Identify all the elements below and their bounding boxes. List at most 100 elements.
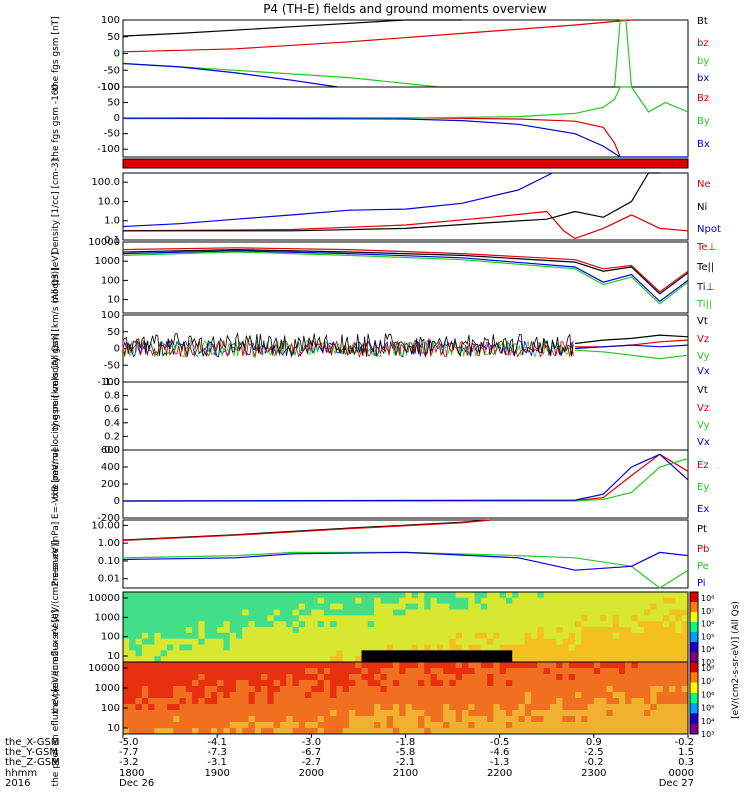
heatmap-cell	[386, 621, 394, 628]
heatmap-cell	[656, 716, 664, 723]
heatmap-cell	[493, 615, 501, 622]
heatmap-cell	[644, 722, 651, 729]
heatmap-cell	[361, 632, 369, 640]
heatmap-cell	[173, 722, 180, 729]
heatmap-cell	[587, 674, 595, 681]
heatmap-cell	[242, 597, 249, 605]
heatmap-cell	[631, 668, 639, 675]
heatmap-cell	[480, 674, 488, 681]
heatmap-cell	[575, 627, 582, 634]
heatmap-cell	[392, 686, 400, 693]
heatmap-cell	[656, 597, 664, 605]
heatmap-cell	[367, 627, 375, 634]
heatmap-cell	[669, 609, 676, 616]
heatmap-cell	[367, 722, 375, 729]
heatmap-cell	[273, 621, 281, 628]
heatmap-cell	[374, 692, 381, 699]
heatmap-cell	[505, 662, 513, 669]
x-tick-label: -5.0	[119, 737, 139, 748]
heatmap-cell	[298, 656, 306, 663]
heatmap-cell	[217, 621, 224, 628]
heatmap-cell	[342, 609, 350, 616]
heatmap-cell	[386, 704, 394, 711]
heatmap-cell	[123, 674, 130, 681]
heatmap-cell	[173, 686, 180, 693]
legend-label: Vx	[697, 437, 710, 448]
heatmap-cell	[242, 692, 249, 699]
heatmap-cell	[443, 627, 450, 634]
heatmap-cell	[518, 728, 526, 735]
heatmap-cell	[518, 609, 526, 616]
heatmap-cell	[273, 644, 281, 651]
heatmap-cell	[411, 722, 419, 729]
heatmap-cell	[392, 698, 400, 705]
heatmap-cell	[223, 638, 231, 645]
heatmap-cell	[242, 680, 249, 687]
heatmap-cell	[644, 592, 651, 599]
heatmap-cell	[512, 650, 519, 657]
heatmap-cell	[449, 638, 457, 645]
heatmap-cell	[386, 603, 394, 610]
heatmap-cell	[650, 609, 658, 616]
heatmap-cell	[154, 597, 162, 605]
heatmap-cell	[179, 621, 187, 628]
heatmap-cell	[493, 698, 501, 705]
heatmap-cell	[468, 704, 475, 711]
heatmap-cell	[336, 644, 344, 651]
heatmap-cell	[675, 674, 683, 681]
heatmap-cell	[424, 632, 432, 640]
heatmap-cell	[261, 597, 268, 605]
heatmap-cell	[254, 662, 262, 669]
y-axis-label: E=-VxB [mV/m]	[51, 449, 61, 519]
heatmap-cell	[217, 692, 224, 699]
heatmap-cell	[675, 627, 683, 634]
heatmap-cell	[279, 704, 287, 711]
heatmap-cell	[418, 592, 425, 599]
heatmap-cell	[279, 644, 287, 651]
heatmap-cell	[480, 704, 488, 711]
heatmap-cell	[236, 692, 243, 699]
colorbar-segment	[690, 602, 698, 613]
heatmap-cell	[148, 609, 155, 616]
heatmap-cell	[593, 603, 601, 610]
heatmap-cell	[160, 627, 168, 634]
heatmap-cell	[305, 627, 312, 634]
heatmap-cell	[336, 680, 344, 687]
heatmap-cell	[129, 716, 136, 723]
heatmap-cell	[323, 692, 331, 699]
heatmap-cell	[625, 692, 632, 699]
heatmap-cell	[593, 662, 601, 669]
heatmap-cell	[279, 621, 287, 628]
heatmap-cell	[662, 668, 670, 675]
heatmap-cell	[204, 716, 212, 723]
heatmap-cell	[311, 650, 319, 657]
heatmap-cell	[418, 609, 425, 616]
heatmap-cell	[606, 668, 614, 675]
heatmap-cell	[298, 644, 306, 651]
y-tick-label: -50	[104, 129, 120, 140]
heatmap-cell	[468, 680, 475, 687]
heatmap-cell	[273, 650, 281, 657]
heatmap-cell	[468, 656, 475, 663]
heatmap-cell	[443, 603, 450, 610]
heatmap-cell	[141, 650, 149, 657]
heatmap-cell	[248, 632, 256, 640]
heatmap-cell	[449, 592, 457, 599]
heatmap-cell	[342, 650, 350, 657]
heatmap-cell	[524, 686, 532, 693]
heatmap-cell	[273, 716, 281, 723]
heatmap-cell	[217, 716, 224, 723]
heatmap-cell	[336, 638, 344, 645]
heatmap-cell	[587, 686, 595, 693]
heatmap-cell	[669, 668, 676, 675]
heatmap-cell	[141, 722, 149, 729]
heatmap-cell	[179, 674, 187, 681]
heatmap-cell	[455, 662, 463, 669]
heatmap-cell	[487, 704, 494, 711]
y-tick-label: 1.00	[98, 538, 120, 549]
heatmap-cell	[154, 692, 162, 699]
heatmap-cell	[223, 615, 231, 622]
colorbar-segment	[690, 723, 698, 735]
